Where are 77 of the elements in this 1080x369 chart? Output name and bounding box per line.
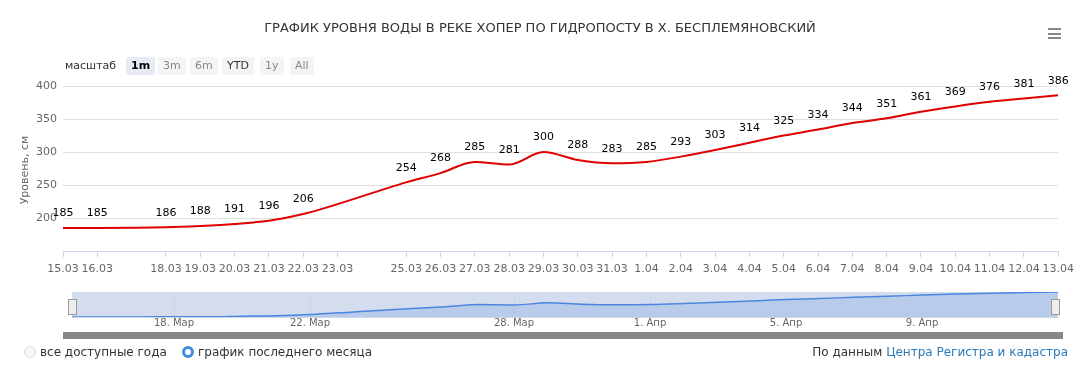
data-label: 268 bbox=[430, 151, 452, 165]
text: 6m bbox=[190, 57, 218, 75]
y-tick-label: 400 bbox=[36, 78, 57, 92]
text: все доступные года bbox=[40, 345, 167, 359]
x-tick-label: 3.04 bbox=[702, 262, 728, 276]
data-label: 186 bbox=[155, 205, 177, 219]
text: Центра Регистра и кадастра bbox=[886, 345, 1068, 359]
x-tick-label: 7.04 bbox=[840, 262, 865, 276]
x-tick-label: 1. Апр bbox=[633, 316, 667, 328]
data-label: 325 bbox=[773, 113, 795, 127]
x-tick-label: 11.04 bbox=[973, 262, 1006, 276]
data-label: 185 bbox=[86, 206, 108, 220]
data-label: 283 bbox=[601, 141, 623, 155]
data-label: 285 bbox=[464, 140, 486, 154]
y-tick-label: 250 bbox=[36, 177, 57, 191]
x-tick-label: 18. Мар bbox=[153, 316, 195, 328]
text: 1y bbox=[260, 57, 284, 75]
x-tick-label: 31.03 bbox=[596, 262, 628, 276]
x-tick-label: 9. Апр bbox=[905, 316, 939, 328]
data-label: 300 bbox=[532, 130, 554, 144]
chart-title: ГРАФИК УРОВНЯ ВОДЫ В РЕКЕ ХОПЕР ПО ГИДРОПОСТУ В Х. БЕСПЛЕМЯНОВСКИЙ bbox=[263, 20, 817, 35]
text: график последнего месяца bbox=[198, 345, 372, 359]
y-axis-title: Уровень, см bbox=[17, 135, 31, 205]
data-label: 285 bbox=[635, 140, 657, 154]
text: 3m bbox=[158, 57, 186, 75]
text: 1m bbox=[126, 57, 156, 75]
data-label: 293 bbox=[670, 134, 692, 148]
x-tick-label: 18.03 bbox=[150, 262, 182, 276]
data-label: 344 bbox=[841, 101, 863, 115]
x-tick-label: 1.04 bbox=[634, 262, 659, 276]
x-tick-label: 22. Мар bbox=[289, 316, 331, 328]
x-tick-label: 5. Апр bbox=[769, 316, 803, 328]
data-label: 361 bbox=[910, 90, 932, 104]
data-label: 386 bbox=[1047, 73, 1069, 87]
x-tick-label: 20.03 bbox=[218, 262, 251, 276]
data-label: 254 bbox=[395, 160, 417, 174]
data-label: 303 bbox=[704, 128, 726, 142]
x-tick-label: 16.03 bbox=[81, 262, 114, 276]
text: масштаб bbox=[65, 58, 117, 74]
x-tick-label: 27.03 bbox=[459, 262, 491, 276]
data-label: 376 bbox=[979, 80, 1001, 94]
data-label: 334 bbox=[807, 107, 829, 121]
text: YTD bbox=[222, 57, 254, 75]
data-label: 351 bbox=[876, 96, 898, 110]
data-label: 288 bbox=[567, 138, 589, 152]
y-tick-label: 300 bbox=[36, 144, 57, 158]
x-tick-label: 19.03 bbox=[184, 262, 217, 276]
x-tick-label: 22.03 bbox=[287, 262, 319, 276]
x-tick-label: 8.04 bbox=[874, 262, 899, 276]
x-tick-label: 28. Мар bbox=[493, 316, 535, 328]
x-tick-label: 15.03 bbox=[47, 262, 79, 276]
data-label: 188 bbox=[189, 204, 211, 218]
x-tick-label: 25.03 bbox=[390, 262, 422, 276]
data-label: 206 bbox=[292, 192, 314, 206]
x-tick-label: 13.04 bbox=[1042, 262, 1074, 276]
y-tick-label: 350 bbox=[36, 111, 57, 125]
data-label: 191 bbox=[224, 202, 246, 216]
x-tick-label: 4.04 bbox=[737, 262, 762, 276]
data-label: 381 bbox=[1013, 76, 1035, 90]
data-label: 196 bbox=[258, 199, 280, 212]
x-tick-label: 21.03 bbox=[253, 262, 285, 276]
text: По данным bbox=[812, 345, 884, 359]
x-tick-label: 23.03 bbox=[321, 262, 354, 276]
x-tick-label: 28.03 bbox=[493, 262, 525, 276]
x-tick-label: 30.03 bbox=[562, 262, 594, 276]
data-label: 314 bbox=[738, 121, 760, 135]
text: All bbox=[290, 57, 314, 75]
x-tick-label: 9.04 bbox=[908, 262, 934, 276]
x-tick-label: 12.04 bbox=[1008, 262, 1040, 276]
data-label: 281 bbox=[498, 142, 520, 156]
x-tick-label: 6.04 bbox=[805, 262, 831, 276]
x-tick-label: 26.03 bbox=[424, 262, 457, 276]
data-label: 369 bbox=[944, 84, 966, 98]
x-tick-label: 2.04 bbox=[668, 262, 693, 276]
x-tick-label: 10.04 bbox=[939, 262, 972, 276]
x-tick-label: 5.04 bbox=[771, 262, 796, 276]
x-tick-label: 29.03 bbox=[527, 262, 560, 276]
